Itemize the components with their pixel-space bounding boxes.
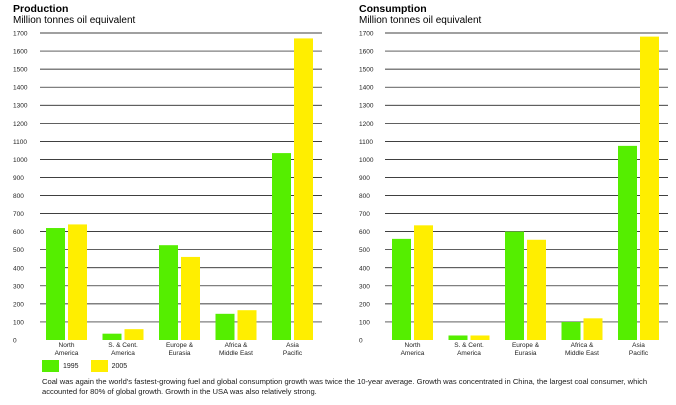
production-category-label: North: [59, 342, 75, 349]
consumption-category-label: North: [405, 342, 421, 349]
production-bar-1995-2: [159, 245, 178, 340]
consumption-y-tick-label: 1300: [359, 103, 374, 110]
consumption-bar-2005-1: [470, 335, 490, 340]
production-bar-1995-0: [46, 228, 65, 340]
consumption-category-label: Pacific: [629, 350, 649, 357]
production-bar-2005-3: [237, 310, 257, 340]
production-y-tick-label: 400: [13, 265, 24, 272]
production-y-tick-label: 1500: [13, 67, 28, 74]
consumption-y-tick-label: 400: [359, 265, 370, 272]
consumption-y-tick-label: 200: [359, 301, 370, 308]
consumption-bar-1995-0: [392, 238, 411, 340]
consumption-bar-1995-1: [448, 335, 468, 340]
consumption-bar-1995-3: [561, 321, 581, 340]
production-category-label: Eurasia: [168, 350, 190, 357]
consumption-category-label: America: [401, 350, 425, 357]
production-y-tick-label: 1000: [13, 157, 28, 164]
consumption-y-tick-label: 1200: [359, 121, 374, 128]
consumption-bar-2005-3: [583, 318, 603, 340]
consumption-bar-2005-0: [414, 225, 433, 340]
consumption-category-label: America: [457, 350, 481, 357]
consumption-y-tick-label: 100: [359, 319, 370, 326]
consumption-category-label: Asia: [632, 342, 645, 349]
production-y-tick-label: 900: [13, 175, 24, 182]
legend-label-2005: 2005: [111, 362, 128, 370]
production-axis-label: Million tonnes oil equivalent: [13, 15, 136, 26]
production-y-tick-label: 100: [13, 319, 24, 326]
legend-swatch-2005: [90, 360, 108, 372]
consumption-y-tick-label: 1100: [359, 139, 373, 146]
production-bar-1995-3: [215, 313, 235, 340]
production-y-tick-label: 600: [13, 229, 24, 236]
consumption-chart-title: Consumption: [359, 3, 427, 15]
production-category-label: Pacific: [283, 350, 303, 357]
chart-legend: 1995 2005: [42, 359, 139, 373]
consumption-y-tick-label: 1600: [359, 49, 374, 56]
production-category-label: Africa &: [225, 342, 248, 349]
production-y-tick-label: 1100: [13, 139, 27, 146]
production-y-tick-label: 1200: [13, 121, 28, 128]
consumption-category-label: Europe &: [512, 342, 540, 349]
consumption-y-tick-label: 700: [359, 211, 370, 218]
consumption-category-label: Africa &: [571, 342, 594, 349]
consumption-category-label: Middle East: [565, 350, 599, 357]
chart-caption: Coal was again the world's fastest-growi…: [42, 377, 648, 396]
consumption-axis-label: Million tonnes oil equivalent: [359, 15, 482, 26]
production-category-label: Asia: [286, 342, 299, 349]
legend-swatch-1995: [42, 360, 59, 372]
consumption-y-tick-label: 0: [359, 338, 363, 345]
consumption-y-tick-label: 500: [359, 247, 370, 254]
production-bar-1995-4: [272, 153, 291, 340]
production-y-tick-label: 1600: [13, 49, 28, 56]
consumption-category-label: Eurasia: [514, 350, 536, 357]
consumption-y-tick-label: 1700: [359, 31, 374, 38]
consumption-y-tick-label: 800: [359, 193, 370, 200]
production-category-label: S. & Cent.: [108, 342, 138, 349]
production-bar-1995-1: [102, 333, 122, 340]
consumption-bar-1995-2: [505, 231, 524, 340]
production-y-tick-label: 500: [13, 247, 24, 254]
consumption-y-tick-label: 900: [359, 175, 370, 182]
production-category-label: Europe &: [166, 342, 194, 349]
production-y-tick-label: 0: [13, 338, 17, 345]
production-category-label: America: [111, 350, 135, 357]
consumption-y-tick-label: 1500: [359, 67, 374, 74]
production-category-label: Middle East: [219, 350, 253, 357]
consumption-y-tick-label: 1000: [359, 157, 374, 164]
consumption-y-tick-label: 300: [359, 283, 370, 290]
legend-item-1995: 1995: [42, 360, 79, 372]
consumption-category-label: S. & Cent.: [454, 342, 484, 349]
consumption-y-tick-label: 1400: [359, 85, 374, 92]
production-y-tick-label: 800: [13, 193, 24, 200]
production-bar-2005-4: [294, 38, 313, 340]
production-y-tick-label: 1700: [13, 31, 28, 38]
production-bar-2005-1: [124, 329, 144, 340]
production-bar-2005-0: [68, 224, 87, 340]
legend-label-1995: 1995: [63, 362, 79, 370]
production-y-tick-label: 300: [13, 283, 24, 290]
legend-item-2005: 2005: [90, 360, 128, 372]
production-y-tick-label: 1300: [13, 103, 28, 110]
production-y-tick-label: 1400: [13, 85, 28, 92]
production-chart-title: Production: [13, 3, 68, 15]
production-bar-2005-2: [181, 256, 200, 340]
consumption-y-tick-label: 600: [359, 229, 370, 236]
consumption-bar-2005-4: [640, 36, 659, 341]
consumption-bar-2005-2: [527, 239, 546, 340]
production-category-label: America: [55, 350, 79, 357]
consumption-bar-1995-4: [618, 145, 637, 340]
production-y-tick-label: 200: [13, 301, 24, 308]
production-y-tick-label: 700: [13, 211, 24, 218]
